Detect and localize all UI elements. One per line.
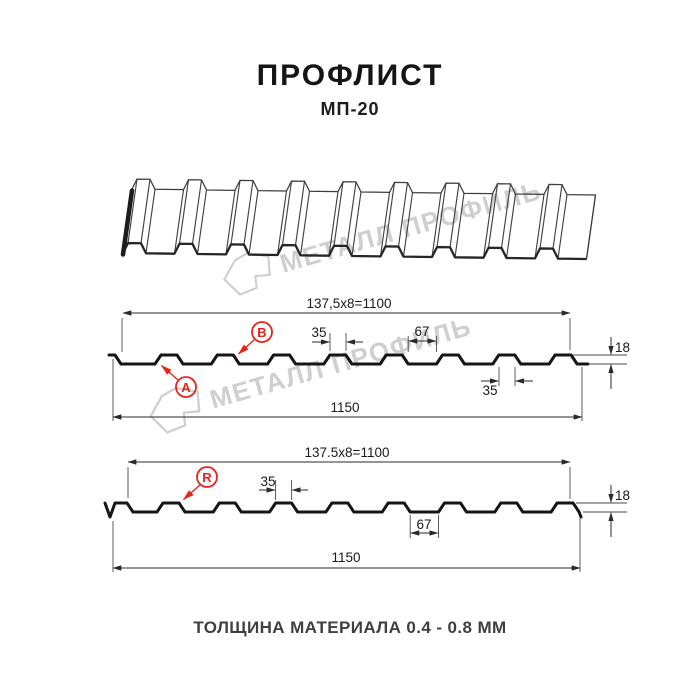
label-b-marker: B (237, 321, 273, 355)
sheet-3d-view (120, 178, 597, 261)
dim-pitch-formula: 137.5x8=1100 (305, 445, 390, 460)
label-a-marker: A (160, 364, 197, 398)
dim-profile-height: 18 (615, 488, 630, 503)
profile-section-top: 137,5x8=1100 1150 35 67 35 18 A B (107, 296, 630, 421)
dim-overall-width: 1150 (330, 400, 359, 415)
product-code: МП-20 (320, 99, 380, 119)
profile-outline (103, 501, 583, 519)
profile-section-bottom: 137.5x8=1100 1150 35 67 18 R (103, 445, 630, 572)
dim-valley-width: 67 (414, 324, 429, 339)
dim-rib-bottom-width: 35 (482, 383, 497, 398)
profile-outline (107, 353, 590, 366)
label-r-text: R (202, 470, 212, 485)
material-thickness-note: ТОЛЩИНА МАТЕРИАЛА 0.4 - 0.8 ММ (193, 618, 507, 637)
dim-rib-top-width: 35 (260, 474, 275, 489)
dim-pitch-formula: 137,5x8=1100 (307, 296, 392, 311)
dim-valley-width: 67 (416, 517, 431, 532)
dim-rib-top-width: 35 (311, 325, 326, 340)
label-r-marker: R (182, 466, 218, 501)
dim-overall-width: 1150 (331, 550, 360, 565)
label-a-text: A (181, 380, 191, 395)
page-title: ПРОФЛИСТ (256, 59, 444, 92)
label-b-text: B (257, 325, 266, 340)
dim-profile-height: 18 (615, 340, 630, 355)
